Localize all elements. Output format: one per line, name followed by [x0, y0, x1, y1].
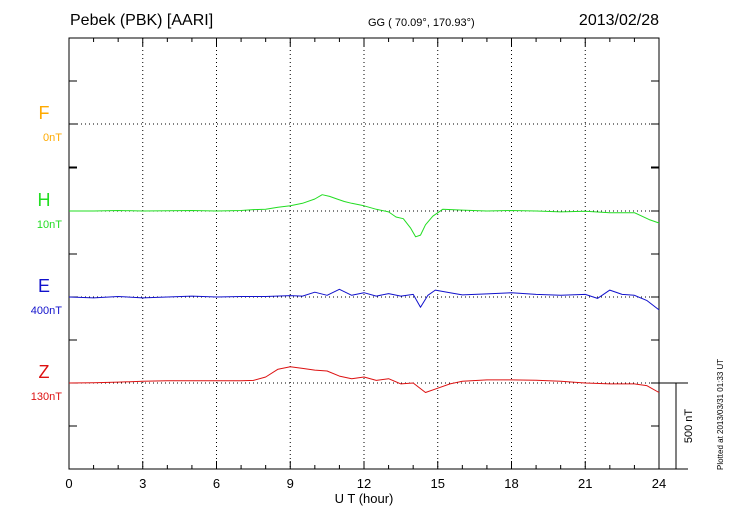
series-offset-Z: 130nT — [31, 391, 62, 403]
series-offset-E: 400nT — [31, 305, 62, 317]
x-tick-label: 24 — [652, 476, 666, 491]
x-tick-label: 12 — [357, 476, 371, 491]
series-label-Z: Z — [39, 362, 50, 382]
station-coordinates: GG ( 70.09°, 170.93°) — [368, 17, 475, 29]
x-tick-label: 18 — [504, 476, 518, 491]
series-line-E — [68, 288, 660, 311]
series-offset-H: 10nT — [37, 219, 62, 231]
series-label-H: H — [38, 190, 51, 210]
x-axis-label: U T (hour) — [335, 491, 394, 506]
x-tick-label: 21 — [578, 476, 592, 491]
page-title: Pebek (PBK) [AARI] — [70, 12, 214, 29]
series-line-H — [69, 194, 660, 238]
x-tick-label: 9 — [287, 476, 294, 491]
scale-bar-label: 500 nT — [683, 409, 695, 444]
series-label-F: F — [39, 103, 50, 123]
series-line-Z — [68, 366, 660, 393]
series-label-E: E — [38, 276, 50, 296]
x-tick-label: 15 — [431, 476, 445, 491]
x-tick-label: 3 — [139, 476, 146, 491]
x-tick-label: 0 — [65, 476, 72, 491]
series-offset-F: 0nT — [43, 132, 62, 144]
x-tick-label: 6 — [213, 476, 220, 491]
plot-date: 2013/02/28 — [578, 12, 659, 29]
